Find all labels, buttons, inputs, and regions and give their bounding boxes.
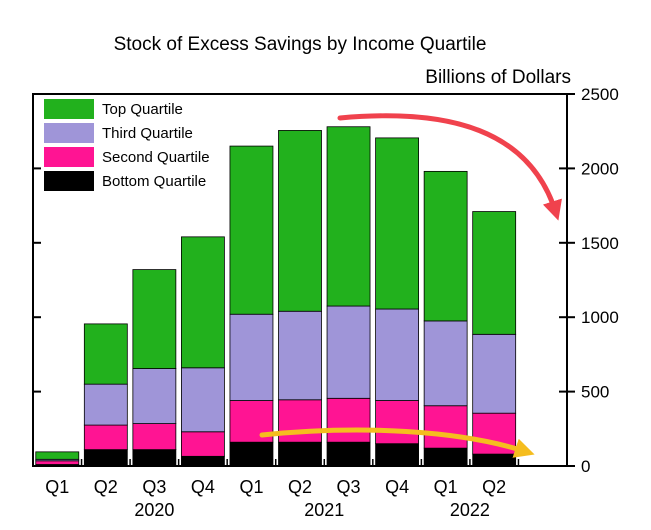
bar-second-quartile-8 — [423, 405, 468, 449]
bar-top-quartile-3 — [181, 236, 225, 369]
bar-top-quartile-4 — [229, 145, 274, 315]
bar-top-quartile-0 — [35, 451, 80, 460]
bar-top-quartile-8 — [423, 170, 468, 322]
annotation-red-arrow — [337, 113, 562, 221]
chart-title: Stock of Excess Savings by Income Quarti… — [113, 34, 487, 55]
y-tick-label-2500: 2500 — [581, 85, 619, 104]
x-tick-label-2: Q3 — [142, 477, 166, 497]
x-tick-label-7: Q4 — [385, 477, 409, 497]
x-tick-label-6: Q3 — [337, 477, 361, 497]
annotation-yellow-arrow — [259, 427, 535, 458]
bar-bottom-quartile-6 — [326, 441, 371, 467]
bar-third-quartile-7 — [375, 308, 419, 401]
bar-top-quartile-9 — [472, 211, 517, 335]
bar-bottom-quartile-3 — [181, 455, 225, 467]
bar-second-quartile-1 — [83, 424, 128, 451]
x-tick-label-4: Q1 — [239, 477, 263, 497]
bar-third-quartile-9 — [472, 333, 517, 414]
bar-bottom-quartile-5 — [278, 441, 322, 467]
bar-third-quartile-1 — [83, 383, 128, 426]
y-tick-label-1500: 1500 — [581, 234, 619, 253]
bar-bottom-quartile-8 — [423, 447, 468, 467]
bar-top-quartile-2 — [132, 269, 177, 369]
bar-second-quartile-0 — [35, 460, 80, 465]
year-label-2020: 2020 — [134, 500, 174, 520]
bar-second-quartile-3 — [181, 431, 225, 457]
legend-swatch-third-quartile — [44, 123, 94, 143]
legend-swatch-top-quartile — [44, 99, 94, 119]
bar-third-quartile-5 — [278, 310, 322, 401]
x-tick-label-3: Q4 — [191, 477, 215, 497]
legend-label-bottom-quartile: Bottom Quartile — [102, 173, 206, 190]
legend-swatch-bottom-quartile — [44, 171, 94, 191]
y-tick-label-2000: 2000 — [581, 159, 619, 178]
bar-top-quartile-1 — [83, 323, 128, 385]
bar-third-quartile-4 — [229, 313, 274, 401]
bar-second-quartile-5 — [278, 399, 322, 443]
bar-third-quartile-8 — [423, 320, 468, 407]
legend-label-second-quartile: Second Quartile — [102, 149, 210, 166]
year-label-2021: 2021 — [304, 500, 344, 520]
bar-bottom-quartile-7 — [375, 443, 419, 467]
x-tick-label-8: Q1 — [434, 477, 458, 497]
x-tick-label-0: Q1 — [45, 477, 69, 497]
y-tick-label-500: 500 — [581, 383, 609, 402]
bar-third-quartile-2 — [132, 368, 177, 424]
y-tick-label-1000: 1000 — [581, 308, 619, 327]
bar-bottom-quartile-9 — [472, 453, 517, 467]
bar-second-quartile-2 — [132, 423, 177, 451]
plot-frame — [32, 93, 568, 467]
bar-bottom-quartile-4 — [229, 441, 274, 467]
year-label-2022: 2022 — [450, 500, 490, 520]
bar-second-quartile-6 — [326, 397, 371, 443]
bar-third-quartile-6 — [326, 305, 371, 399]
bar-bottom-quartile-2 — [132, 449, 177, 467]
bar-second-quartile-7 — [375, 400, 419, 445]
bar-third-quartile-3 — [181, 367, 225, 433]
legend-swatch-second-quartile — [44, 147, 94, 167]
legend-label-top-quartile: Top Quartile — [102, 101, 183, 118]
bar-top-quartile-6 — [326, 126, 371, 307]
bar-bottom-quartile-1 — [83, 449, 128, 467]
x-tick-label-5: Q2 — [288, 477, 312, 497]
bar-top-quartile-7 — [375, 137, 419, 310]
y-tick-label-0: 0 — [581, 457, 590, 476]
y-axis-label: Billions of Dollars — [425, 67, 571, 88]
x-tick-label-9: Q2 — [482, 477, 506, 497]
legend-label-third-quartile: Third Quartile — [102, 125, 193, 142]
x-tick-label-1: Q2 — [94, 477, 118, 497]
bar-top-quartile-5 — [278, 130, 322, 312]
